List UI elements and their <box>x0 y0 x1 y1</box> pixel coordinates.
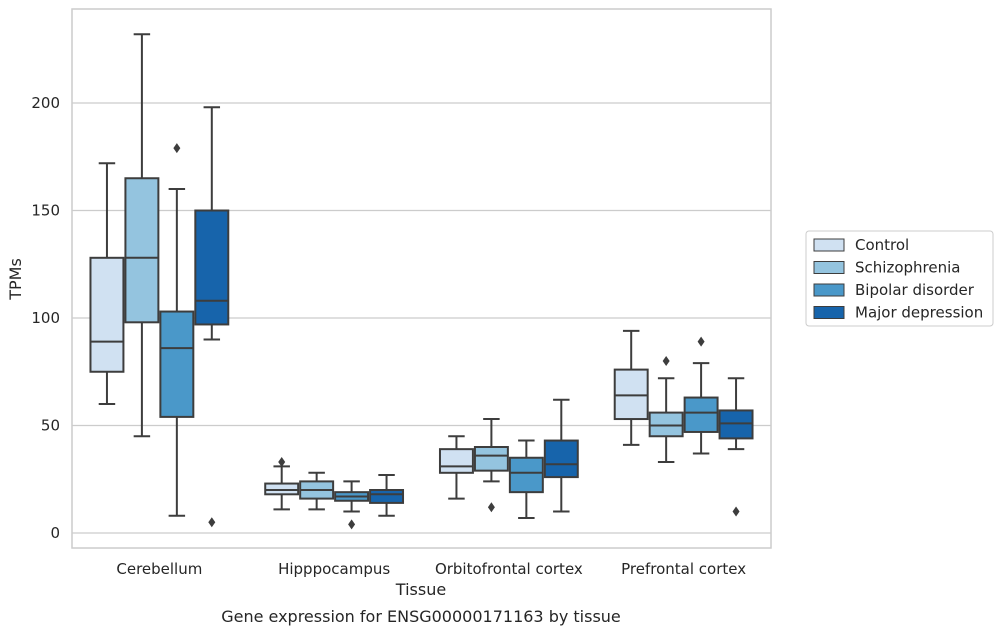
legend-swatch <box>813 306 845 319</box>
legend-frame <box>805 230 994 327</box>
plot-area-frame <box>71 8 772 549</box>
legend-swatch <box>813 238 845 252</box>
y-tick-label: 100 <box>31 309 60 327</box>
iqr-box <box>543 439 579 479</box>
y-axis-title: TPMs <box>6 258 25 301</box>
outlier-point <box>173 143 181 154</box>
boxes <box>89 33 754 530</box>
chart-caption: Gene expression for ENSG00000171163 by t… <box>221 607 621 626</box>
iqr-box <box>194 209 230 326</box>
legend: Control Schizophrenia Bipolar disorder Majo… <box>805 230 994 327</box>
x-tick-label: Orbitofrontal cortex <box>435 560 583 578</box>
y-tick-label: 150 <box>31 202 60 220</box>
legend-label: Major depression <box>855 304 983 322</box>
legend-swatch <box>813 261 845 274</box>
iqr-box <box>89 256 125 373</box>
box-major-depression <box>194 106 230 528</box>
box-bipolar-disorder <box>683 336 719 455</box>
x-tick-label: Prefrontal cortex <box>621 560 746 578</box>
box-schizophrenia <box>124 33 160 438</box>
outlier-point <box>208 517 216 528</box>
iqr-box <box>159 310 195 418</box>
box-bipolar-disorder <box>159 143 195 517</box>
iqr-box <box>438 448 474 474</box>
legend-label: Control <box>855 236 909 254</box>
outlier-point <box>662 356 670 366</box>
iqr-box <box>613 368 649 421</box>
y-tick-label: 50 <box>41 417 60 435</box>
box-control <box>264 457 300 511</box>
box-major-depression <box>369 473 405 517</box>
outlier-point <box>732 506 740 517</box>
x-tick-label: Hipppocampus <box>278 560 390 578</box>
box-schizophrenia <box>648 356 684 464</box>
iqr-box <box>508 456 544 494</box>
box-control <box>613 329 649 446</box>
y-tick-label: 0 <box>50 524 60 542</box>
iqr-box <box>473 446 509 472</box>
box-bipolar-disorder <box>508 439 544 519</box>
box-schizophrenia <box>299 471 335 511</box>
iqr-box <box>124 177 160 324</box>
box-control <box>438 435 474 500</box>
legend-swatch <box>813 283 845 297</box>
iqr-box <box>718 409 754 440</box>
legend-label: Schizophrenia <box>855 259 960 277</box>
outlier-point <box>278 457 286 468</box>
outlier-point <box>348 519 356 530</box>
box-major-depression <box>718 377 754 517</box>
x-axis-title: Tissue <box>395 580 446 599</box>
box-major-depression <box>543 398 579 513</box>
iqr-box <box>369 489 405 504</box>
outlier-point <box>487 502 495 513</box>
x-axis-tick-labels: Cerebellum Hipppocampus Orbitofrontal cort… <box>116 560 746 578</box>
y-axis-tick-labels: 0 50 100 150 200 <box>31 94 60 542</box>
box-control <box>89 162 125 405</box>
iqr-box <box>648 411 684 438</box>
box-bipolar-disorder <box>334 480 370 530</box>
box-schizophrenia <box>473 418 509 513</box>
y-tick-label: 200 <box>31 94 60 112</box>
outlier-point <box>697 336 705 347</box>
legend-label: Bipolar disorder <box>855 281 975 299</box>
iqr-box <box>264 482 300 496</box>
x-tick-label: Cerebellum <box>116 560 202 578</box>
iqr-box <box>683 396 719 433</box>
